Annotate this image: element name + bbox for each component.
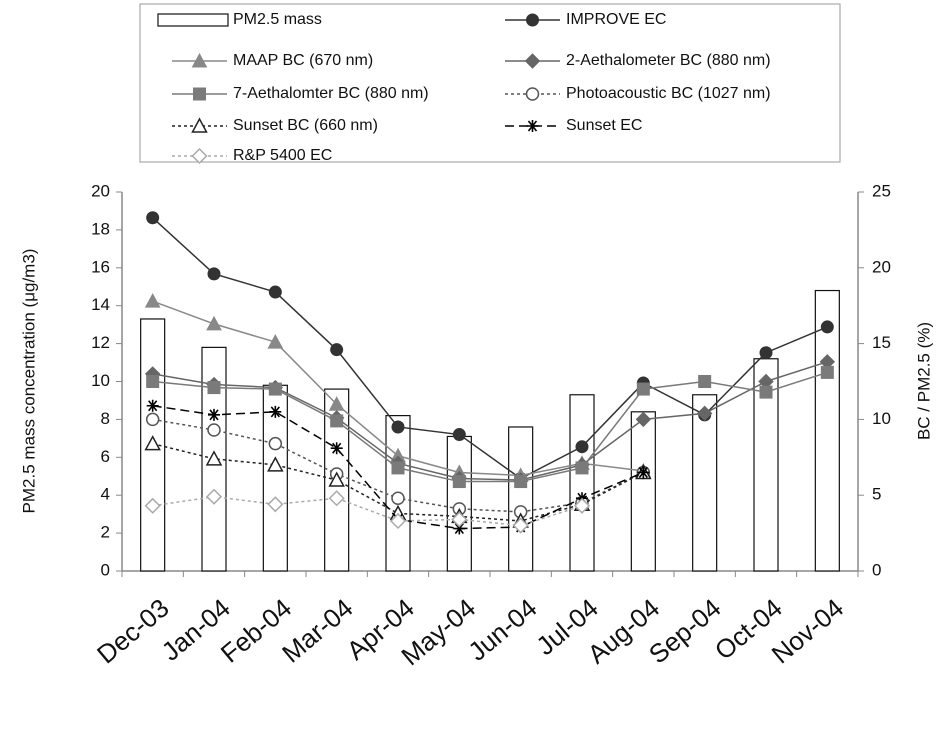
marker bbox=[145, 412, 160, 427]
marker bbox=[144, 497, 161, 514]
marker bbox=[330, 343, 344, 357]
marker bbox=[191, 52, 208, 68]
y2-tick-label: 5 bbox=[872, 485, 881, 504]
marker bbox=[525, 87, 540, 101]
marker bbox=[268, 436, 283, 451]
marker bbox=[696, 405, 713, 422]
y-tick-label: 0 bbox=[101, 560, 110, 579]
marker bbox=[268, 285, 282, 299]
legend-label: 2-Aethalometer BC (880 nm) bbox=[566, 52, 771, 69]
marker bbox=[193, 87, 206, 101]
marker bbox=[205, 450, 223, 466]
marker bbox=[524, 53, 541, 69]
legend-label: Sunset BC (660 nm) bbox=[233, 117, 378, 134]
marker bbox=[526, 13, 539, 27]
marker bbox=[267, 456, 284, 472]
line bbox=[152, 371, 828, 483]
marker bbox=[451, 511, 468, 528]
y-tick-label: 16 bbox=[91, 257, 110, 276]
marker bbox=[268, 382, 282, 396]
marker bbox=[391, 491, 405, 505]
legend-box bbox=[139, 3, 841, 163]
marker bbox=[330, 442, 343, 455]
marker bbox=[452, 428, 466, 442]
marker bbox=[453, 522, 466, 535]
y-tick-label: 12 bbox=[91, 333, 110, 352]
y2-tick-label: 25 bbox=[872, 181, 891, 200]
marker bbox=[389, 512, 407, 530]
marker bbox=[759, 346, 773, 360]
marker bbox=[759, 385, 773, 399]
marker bbox=[207, 267, 221, 281]
marker bbox=[191, 117, 208, 133]
marker bbox=[205, 488, 223, 505]
marker bbox=[191, 147, 208, 165]
y-tick-label: 14 bbox=[91, 295, 110, 314]
marker bbox=[635, 411, 652, 428]
marker bbox=[328, 490, 345, 507]
marker bbox=[820, 365, 834, 379]
y-tick-label: 2 bbox=[101, 523, 110, 542]
bar bbox=[814, 289, 840, 572]
legend-label: Sunset EC bbox=[566, 117, 642, 134]
marker bbox=[207, 423, 221, 437]
y2-tick-label: 15 bbox=[872, 333, 891, 352]
marker bbox=[144, 293, 161, 308]
line bbox=[152, 217, 828, 480]
legend-label: IMPROVE EC bbox=[566, 11, 666, 28]
marker bbox=[267, 496, 284, 513]
legend-label: R&P 5400 EC bbox=[233, 147, 332, 164]
marker bbox=[637, 466, 650, 479]
y-tick-label: 18 bbox=[91, 219, 110, 238]
marker bbox=[391, 461, 405, 475]
marker bbox=[267, 334, 284, 349]
marker bbox=[208, 408, 220, 421]
y-tick-label: 6 bbox=[101, 447, 110, 466]
marker bbox=[330, 414, 344, 428]
marker bbox=[514, 475, 528, 489]
marker bbox=[526, 120, 539, 132]
bar bbox=[508, 426, 534, 572]
marker bbox=[269, 405, 282, 418]
y-tick-label: 10 bbox=[91, 371, 110, 390]
marker bbox=[391, 420, 405, 434]
marker bbox=[146, 375, 160, 388]
marker bbox=[575, 461, 589, 475]
legend-label: 7-Aethalomter BC (880 nm) bbox=[233, 85, 429, 102]
y-axis-label: PM2.5 mass concentration (μg/m3) bbox=[19, 249, 38, 514]
bar bbox=[569, 394, 595, 572]
marker bbox=[144, 435, 161, 451]
x-tick-label: Mar-04 bbox=[276, 593, 358, 669]
legend-label: MAAP BC (670 nm) bbox=[233, 52, 373, 69]
marker bbox=[146, 399, 159, 412]
legend-swatch bbox=[157, 13, 229, 27]
x-tick-label: Jun-04 bbox=[462, 593, 542, 667]
marker bbox=[512, 517, 529, 534]
marker bbox=[452, 475, 466, 489]
bar bbox=[630, 411, 656, 572]
bar bbox=[692, 394, 718, 572]
legend-label: PM2.5 mass bbox=[233, 11, 322, 28]
y2-axis-label: BC / PM2.5 (%) bbox=[914, 322, 933, 440]
marker bbox=[573, 497, 591, 514]
marker bbox=[820, 320, 834, 334]
legend-label: Photoacoustic BC (1027 nm) bbox=[566, 85, 771, 102]
marker bbox=[636, 382, 650, 396]
y-tick-label: 8 bbox=[101, 409, 110, 428]
y2-tick-label: 0 bbox=[872, 560, 881, 579]
y2-tick-label: 20 bbox=[872, 257, 891, 276]
x-tick-label: Dec-03 bbox=[91, 593, 174, 670]
line bbox=[152, 361, 828, 481]
y2-tick-label: 10 bbox=[872, 409, 891, 428]
marker bbox=[146, 211, 160, 225]
marker bbox=[207, 381, 221, 395]
marker bbox=[575, 440, 589, 454]
marker bbox=[206, 315, 222, 331]
marker bbox=[698, 375, 712, 388]
line bbox=[152, 495, 583, 527]
y-tick-label: 4 bbox=[101, 485, 110, 504]
y-tick-label: 20 bbox=[91, 181, 110, 200]
marker bbox=[328, 471, 345, 487]
